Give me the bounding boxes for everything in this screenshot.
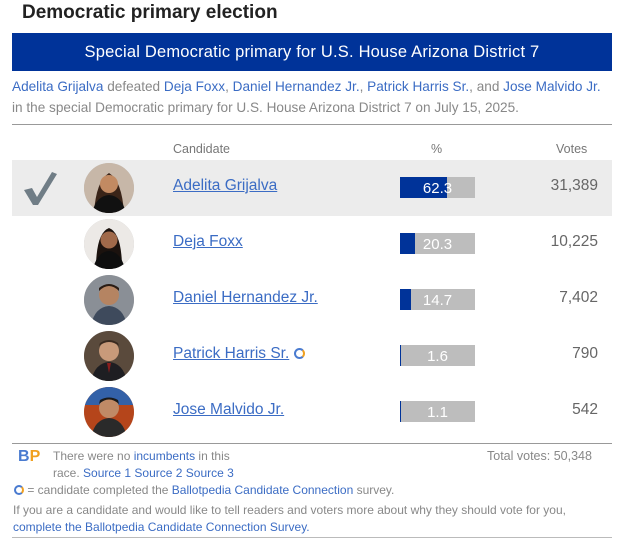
candidate-connection-icon <box>294 348 306 359</box>
loser-link-harris[interactable]: Patrick Harris Sr. <box>367 79 470 94</box>
note-text: race. <box>53 466 84 480</box>
logo-p: P <box>29 448 41 465</box>
loser-link-foxx[interactable]: Deja Foxx <box>163 79 226 94</box>
vote-share-fill <box>400 233 415 254</box>
winner-check-icon <box>24 172 57 205</box>
avatar[interactable] <box>84 387 134 437</box>
vote-count: 10,225 <box>550 233 598 250</box>
loser-link-malvido[interactable]: Jose Malvido Jr. <box>503 79 601 94</box>
vote-count: 542 <box>572 401 598 418</box>
candidate-name-link[interactable]: Jose Malvido Jr. <box>173 401 285 418</box>
header-votes: Votes <box>556 142 588 156</box>
separator: , <box>225 79 233 94</box>
candidate-connection-note: = candidate completed the Ballotpedia Ca… <box>14 482 614 499</box>
separator: , <box>359 79 368 94</box>
result-row-1: Deja Foxx 20.3 10,225 <box>12 216 612 272</box>
candidate-connection-icon <box>14 485 24 495</box>
header-percent: % <box>431 142 443 156</box>
candidate-name-link[interactable]: Deja Foxx <box>173 233 243 250</box>
defeated-text: defeated <box>103 79 164 94</box>
vote-count: 790 <box>572 345 598 362</box>
vote-share-label: 62.3 <box>422 180 453 197</box>
vote-count: 7,402 <box>559 289 598 306</box>
candidate-name-link[interactable]: Adelita Grijalva <box>173 177 278 194</box>
section-title: Democratic primary election <box>22 2 278 23</box>
vote-share-fill <box>400 289 411 310</box>
candidate-name-link[interactable]: Daniel Hernandez Jr. <box>173 289 318 306</box>
divider <box>12 443 612 444</box>
result-row-3: Patrick Harris Sr. 1.6 790 <box>12 328 612 384</box>
result-row-4: Jose Malvido Jr. 1.1 542 <box>12 384 612 440</box>
note-text: in this <box>195 449 230 463</box>
vote-share-fill <box>400 401 401 422</box>
candidate-name: Patrick Harris Sr. <box>173 345 290 362</box>
result-row-2: Daniel Hernandez Jr. 14.7 7,402 <box>12 272 612 328</box>
incumbents-link[interactable]: incumbents <box>133 449 196 463</box>
logo-b: B <box>18 448 30 465</box>
survey-link[interactable]: complete the Ballotpedia Candidate Conne… <box>13 520 310 534</box>
vote-share-fill <box>400 345 401 366</box>
source-1-link[interactable]: Source 1 <box>83 466 132 480</box>
vote-share-bar: 1.1 <box>400 401 475 422</box>
winner-link[interactable]: Adelita Grijalva <box>12 79 104 94</box>
source-3-link[interactable]: Source 3 <box>185 466 234 480</box>
vote-share-bar: 14.7 <box>400 289 475 310</box>
summary-tail: in the special Democratic primary for U.… <box>12 99 519 115</box>
loser-link-hernandez[interactable]: Daniel Hernandez Jr. <box>232 79 360 94</box>
incumbents-note: There were no incumbents in this race. S… <box>53 448 253 482</box>
race-banner: Special Democratic primary for U.S. Hous… <box>12 33 612 71</box>
candidate-connection-link[interactable]: Ballotpedia Candidate Connection <box>171 483 354 497</box>
vote-share-bar: 20.3 <box>400 233 475 254</box>
vote-share-fill <box>400 177 447 198</box>
vote-share-label: 1.1 <box>427 404 448 421</box>
ballotpedia-logo: BP <box>18 448 40 466</box>
note-text: survey. <box>353 483 395 497</box>
vote-share-label: 20.3 <box>422 236 453 253</box>
cta-text: If you are a candidate and would like to… <box>13 503 566 517</box>
total-votes: Total votes: 50,348 <box>487 449 592 463</box>
vote-share-bar: 62.3 <box>400 177 475 198</box>
race-summary: Adelita Grijalva defeated Deja Foxx, Dan… <box>12 77 612 118</box>
vote-share-label: 14.7 <box>422 292 453 309</box>
avatar[interactable] <box>84 219 134 269</box>
vote-count: 31,389 <box>550 177 598 194</box>
and-text: , and <box>469 79 504 94</box>
note-text: There were no <box>53 449 134 463</box>
header-candidate: Candidate <box>173 142 230 156</box>
result-row-0: Adelita Grijalva 62.3 31,389 <box>12 160 612 216</box>
vote-share-label: 1.6 <box>427 348 448 365</box>
avatar[interactable] <box>84 163 134 213</box>
divider <box>12 124 612 125</box>
survey-cta: If you are a candidate and would like to… <box>13 502 609 536</box>
candidate-name-link[interactable]: Patrick Harris Sr. <box>173 345 306 363</box>
note-text: = candidate completed the <box>24 483 172 497</box>
avatar[interactable] <box>84 331 134 381</box>
vote-share-bar: 1.6 <box>400 345 475 366</box>
source-2-link[interactable]: Source 2 <box>134 466 183 480</box>
avatar[interactable] <box>84 275 134 325</box>
